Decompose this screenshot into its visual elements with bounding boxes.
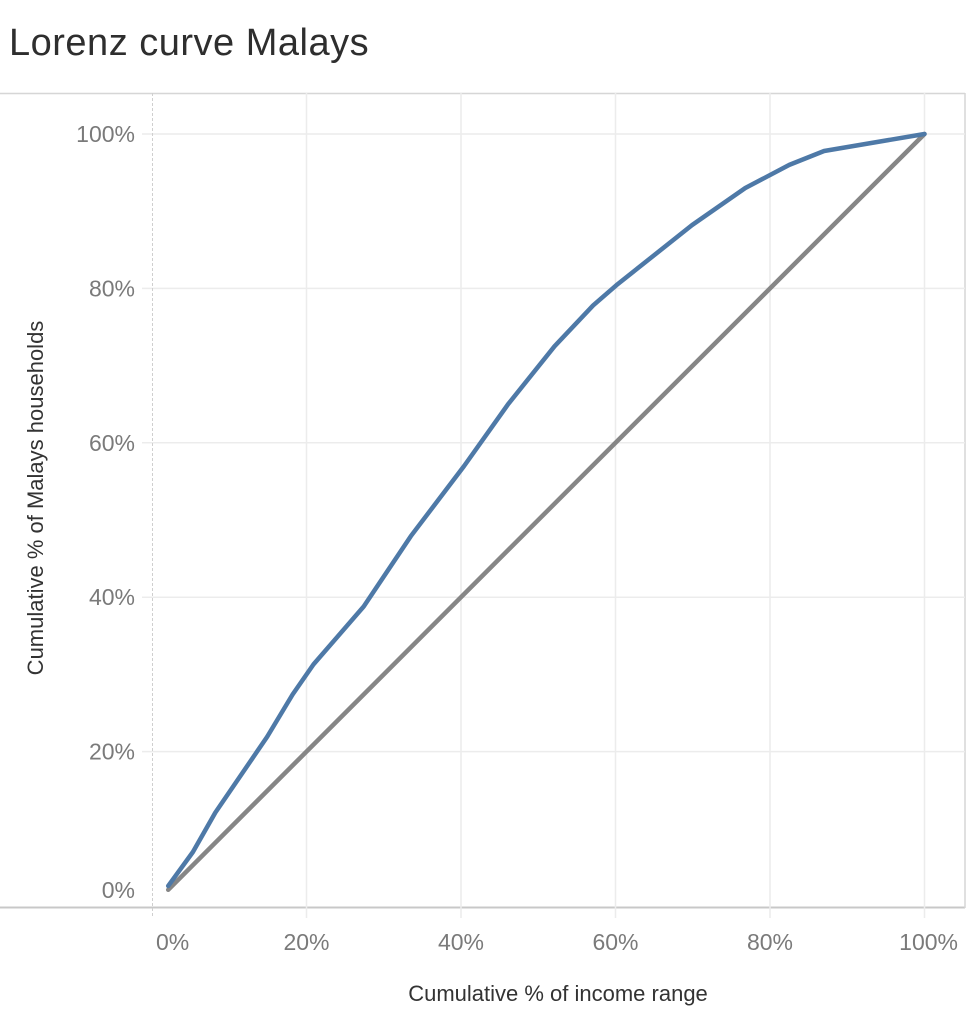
line-of-equality-line xyxy=(165,131,927,893)
y-tick-label: 20% xyxy=(89,739,135,765)
x-tick-label: 100% xyxy=(899,929,958,955)
plot-frame xyxy=(0,92,966,909)
gridlines xyxy=(142,93,965,918)
y-tick-label: 60% xyxy=(89,430,135,456)
y-axis-ticks: 0% 20% 40% 60% 80% 100% xyxy=(76,121,135,903)
lorenz-curve-line xyxy=(165,131,927,889)
chart-title: Lorenz curve Malays xyxy=(9,22,370,64)
y-tick-label: 40% xyxy=(89,584,135,610)
x-tick-label: 40% xyxy=(438,929,484,955)
x-axis-ticks: 0% 20% 40% 60% 80% 100% xyxy=(156,929,958,955)
y-tick-label: 0% xyxy=(102,877,135,903)
series-layer xyxy=(165,131,927,893)
y-tick-label: 100% xyxy=(76,121,135,147)
x-tick-label: 60% xyxy=(592,929,638,955)
y-tick-label: 80% xyxy=(89,275,135,301)
x-tick-label: 80% xyxy=(747,929,793,955)
x-tick-label: 20% xyxy=(283,929,329,955)
x-tick-label: 0% xyxy=(156,929,189,955)
x-axis-title: Cumulative % of income range xyxy=(408,981,708,1006)
y-axis-title: Cumulative % of Malays households xyxy=(23,321,48,676)
